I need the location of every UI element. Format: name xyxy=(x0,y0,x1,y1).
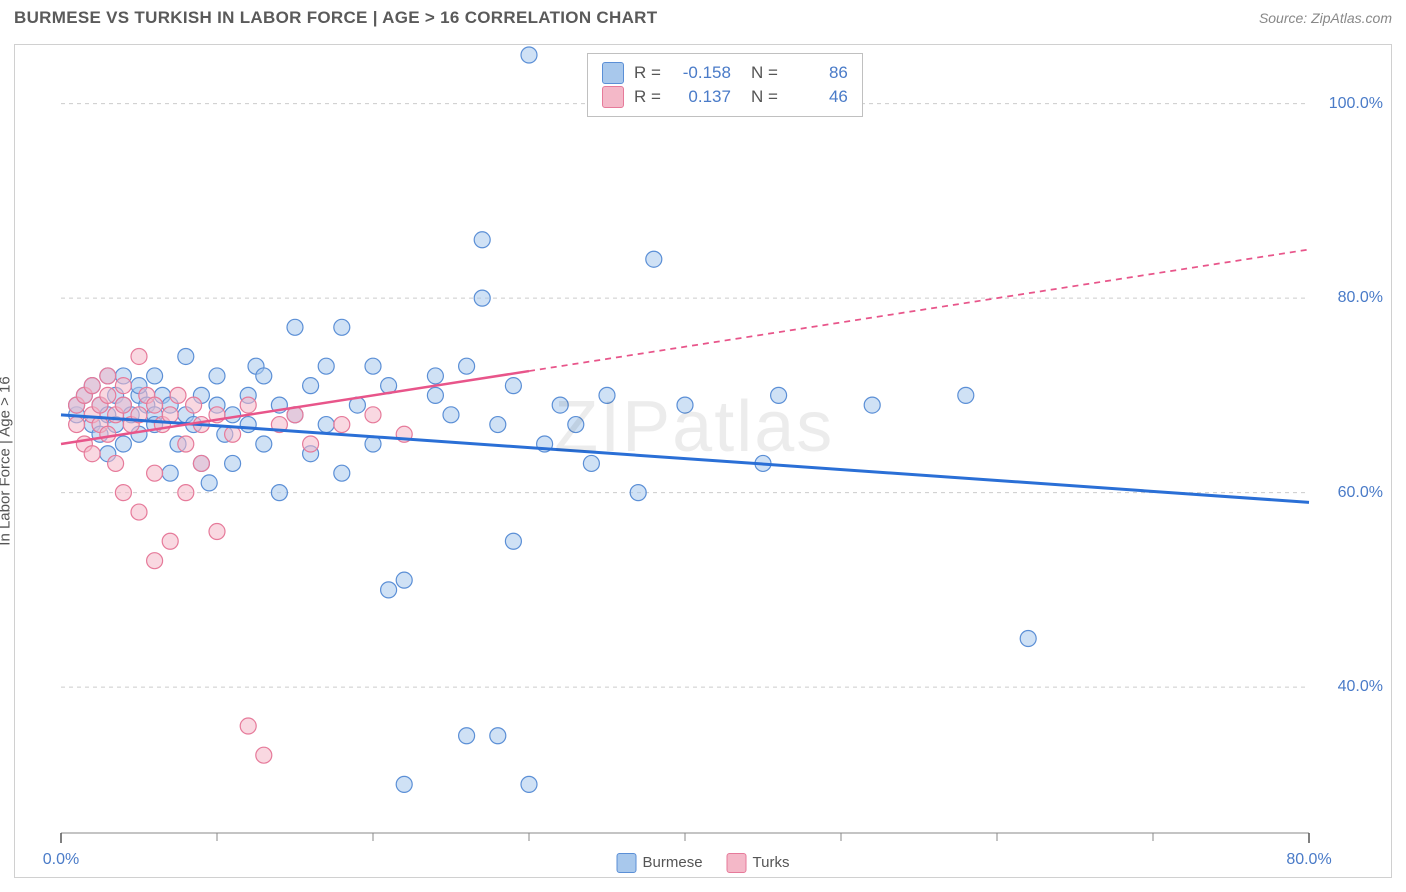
chart-title: BURMESE VS TURKISH IN LABOR FORCE | AGE … xyxy=(14,8,657,28)
source-label: Source: ZipAtlas.com xyxy=(1259,10,1392,26)
n-label: N = xyxy=(751,63,778,83)
y-tick-label: 100.0% xyxy=(1329,95,1383,113)
legend-swatch-icon xyxy=(617,853,637,873)
legend-swatch-icon xyxy=(602,86,624,108)
legend-swatch-icon xyxy=(602,62,624,84)
y-tick-label: 60.0% xyxy=(1338,484,1383,502)
n-value: 86 xyxy=(788,63,848,83)
legend-swatch-icon xyxy=(727,853,747,873)
correlation-legend-row: R = 0.137 N = 46 xyxy=(602,86,848,108)
x-tick-label: 80.0% xyxy=(1286,851,1331,869)
plot-area: ZIPatlas R = -0.158 N = 86 R = 0.137 N =… xyxy=(51,45,1391,841)
scatter-plot-svg xyxy=(51,45,1379,843)
r-label: R = xyxy=(634,63,661,83)
r-value: 0.137 xyxy=(671,87,731,107)
legend-label: Turks xyxy=(753,854,790,871)
y-axis-label: In Labor Force | Age > 16 xyxy=(0,376,14,545)
trend-lines-layer xyxy=(61,250,1309,503)
n-value: 46 xyxy=(788,87,848,107)
correlation-legend-row: R = -0.158 N = 86 xyxy=(602,62,848,84)
r-label: R = xyxy=(634,87,661,107)
legend-item: Burmese xyxy=(617,853,703,873)
legend-item: Turks xyxy=(727,853,790,873)
chart-container: In Labor Force | Age > 16 ZIPatlas R = -… xyxy=(14,44,1392,878)
legend-label: Burmese xyxy=(643,854,703,871)
series-legend: Burmese Turks xyxy=(617,853,790,873)
y-tick-label: 40.0% xyxy=(1338,678,1383,696)
y-tick-label: 80.0% xyxy=(1338,289,1383,307)
n-label: N = xyxy=(751,87,778,107)
r-value: -0.158 xyxy=(671,63,731,83)
correlation-legend: R = -0.158 N = 86 R = 0.137 N = 46 xyxy=(587,53,863,117)
x-tick-label: 0.0% xyxy=(43,851,79,869)
